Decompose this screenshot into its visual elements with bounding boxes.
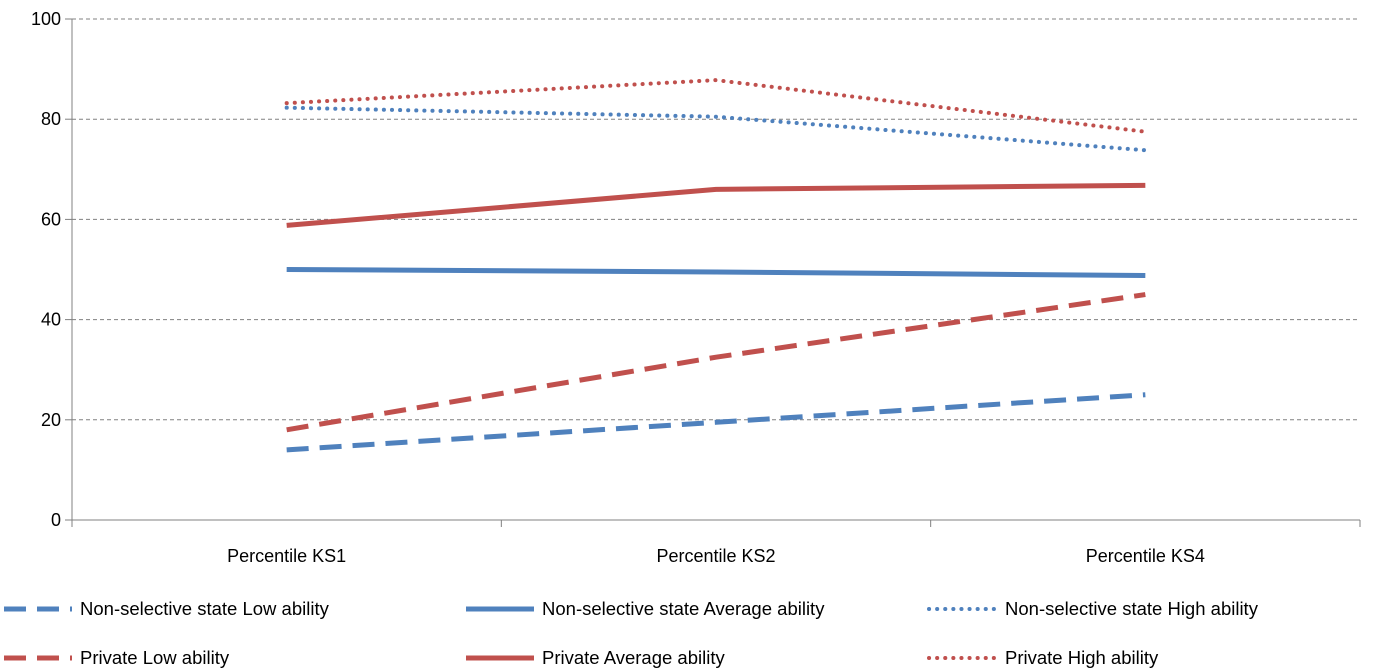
legend-label: Private High ability <box>1005 647 1159 668</box>
series-line <box>286 392 1146 453</box>
legend-label: Non-selective state Average ability <box>542 598 825 619</box>
series-line <box>286 267 1146 279</box>
x-tick-label: Percentile KS1 <box>227 546 346 566</box>
series-line <box>284 78 1148 134</box>
legend-label: Private Low ability <box>80 647 230 668</box>
y-axis-ticks: 0 20 40 60 80 100 <box>31 9 72 530</box>
y-tick-label: 40 <box>41 310 61 330</box>
y-tick-label: 100 <box>31 9 61 29</box>
y-tick-label: 20 <box>41 410 61 430</box>
x-tick-label: Percentile KS2 <box>656 546 775 566</box>
x-tick-label: Percentile KS4 <box>1086 546 1205 566</box>
y-tick-label: 60 <box>41 209 61 229</box>
y-tick-label: 80 <box>41 109 61 129</box>
legend-label: Non-selective state High ability <box>1005 598 1259 619</box>
series-line <box>286 182 1146 228</box>
series-line <box>284 105 1148 153</box>
series-lines <box>284 78 1148 453</box>
x-axis-ticks: Percentile KS1 Percentile KS2 Percentile K… <box>71 520 1361 566</box>
series-line <box>286 292 1146 433</box>
axes <box>71 19 1360 521</box>
legend-label: Private Average ability <box>542 647 725 668</box>
y-tick-label: 0 <box>51 510 61 530</box>
legend-label: Non-selective state Low ability <box>80 598 330 619</box>
legend: Non-selective state Low ability Non-selec… <box>4 598 1259 668</box>
